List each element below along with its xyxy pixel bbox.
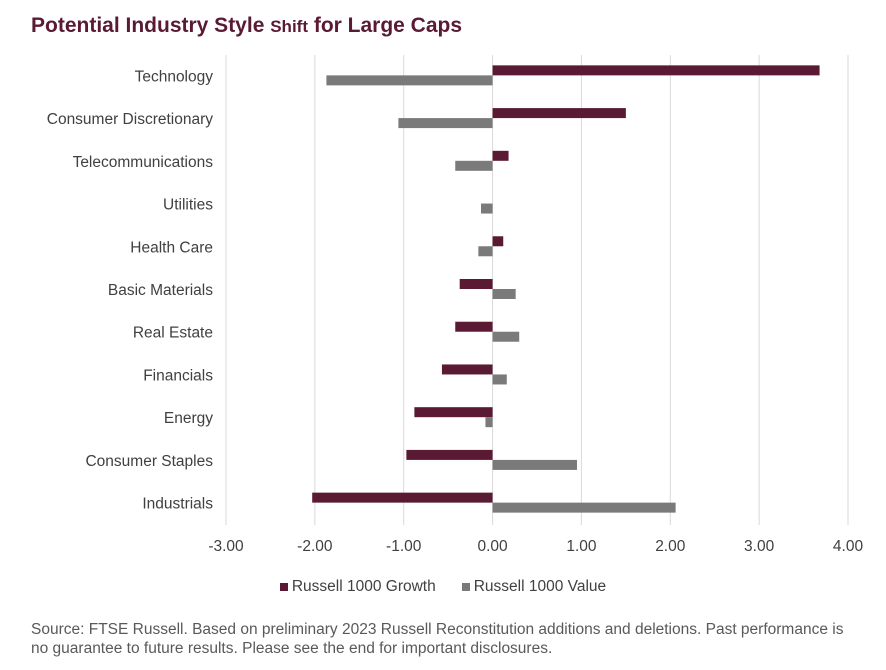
x-tick-label: -1.00 [386, 538, 422, 555]
category-label: Telecommunications [73, 154, 214, 171]
bar-growth [492, 236, 504, 247]
category-labels: Technology Consumer Discretionary Telecomm… [47, 68, 213, 512]
bar-value [492, 374, 507, 385]
x-tick-label: 2.00 [655, 538, 686, 555]
category-label: Real Estate [133, 325, 213, 342]
bar-value [492, 331, 520, 342]
bar-growth [312, 492, 493, 503]
chart-title-part3: for Large Caps [308, 14, 463, 37]
gridlines [225, 55, 849, 525]
chart-title-part2: Shift [270, 17, 308, 36]
chart-title: Potential Industry Style Shift for Large… [31, 14, 462, 38]
bar-value [485, 417, 493, 428]
bar-growth [414, 407, 493, 418]
bar-value [326, 75, 493, 86]
bar-growth [459, 279, 493, 289]
source-note: Source: FTSE Russell. Based on prelimina… [31, 621, 844, 657]
legend: Russell 1000 Growth Russell 1000 Value [0, 578, 886, 596]
legend-label-growth: Russell 1000 Growth [291, 578, 436, 595]
bar-value [492, 502, 676, 513]
legend-item-value[interactable]: Russell 1000 Value [461, 578, 607, 596]
x-tick-label: 4.00 [833, 538, 864, 555]
bar-value [492, 459, 577, 470]
x-tick-labels: -3.00 -2.00 -1.00 0.00 1.00 2.00 3.00 4.00 [208, 538, 863, 555]
legend-label-value: Russell 1000 Value [473, 578, 607, 595]
bar-growth [441, 364, 493, 375]
legend-swatch-growth [279, 583, 288, 591]
bar-value [492, 289, 516, 299]
bar-growth [406, 449, 493, 460]
bar-value [398, 118, 493, 129]
bar-growth [455, 321, 493, 332]
bar-growth [492, 150, 509, 161]
category-label: Energy [164, 410, 213, 427]
category-label: Utilities [163, 197, 213, 214]
bar-chart: Technology Consumer Discretionary Telecomm… [47, 55, 863, 555]
category-label: Financials [143, 367, 213, 384]
legend-swatch-value [461, 583, 470, 591]
x-tick-label: -3.00 [208, 538, 244, 555]
category-label: Industrials [142, 496, 213, 513]
x-tick-label: 3.00 [744, 538, 775, 555]
bar-growth [492, 108, 626, 119]
bar-value [455, 160, 493, 171]
chart-title-part1: Potential Industry Style [31, 14, 271, 37]
category-label: Consumer Discretionary [47, 111, 213, 128]
category-label: Technology [135, 68, 214, 85]
bar-value [478, 246, 493, 257]
bar-growth [492, 65, 820, 76]
x-tick-label: -2.00 [297, 538, 333, 555]
category-label: Basic Materials [108, 282, 213, 299]
legend-item-growth[interactable]: Russell 1000 Growth [279, 578, 436, 596]
x-tick-label: 0.00 [477, 538, 508, 555]
x-tick-label: 1.00 [566, 538, 597, 555]
category-label: Health Care [130, 239, 213, 256]
bar-value [481, 203, 493, 214]
category-label: Consumer Staples [85, 453, 213, 470]
bars [312, 65, 820, 513]
